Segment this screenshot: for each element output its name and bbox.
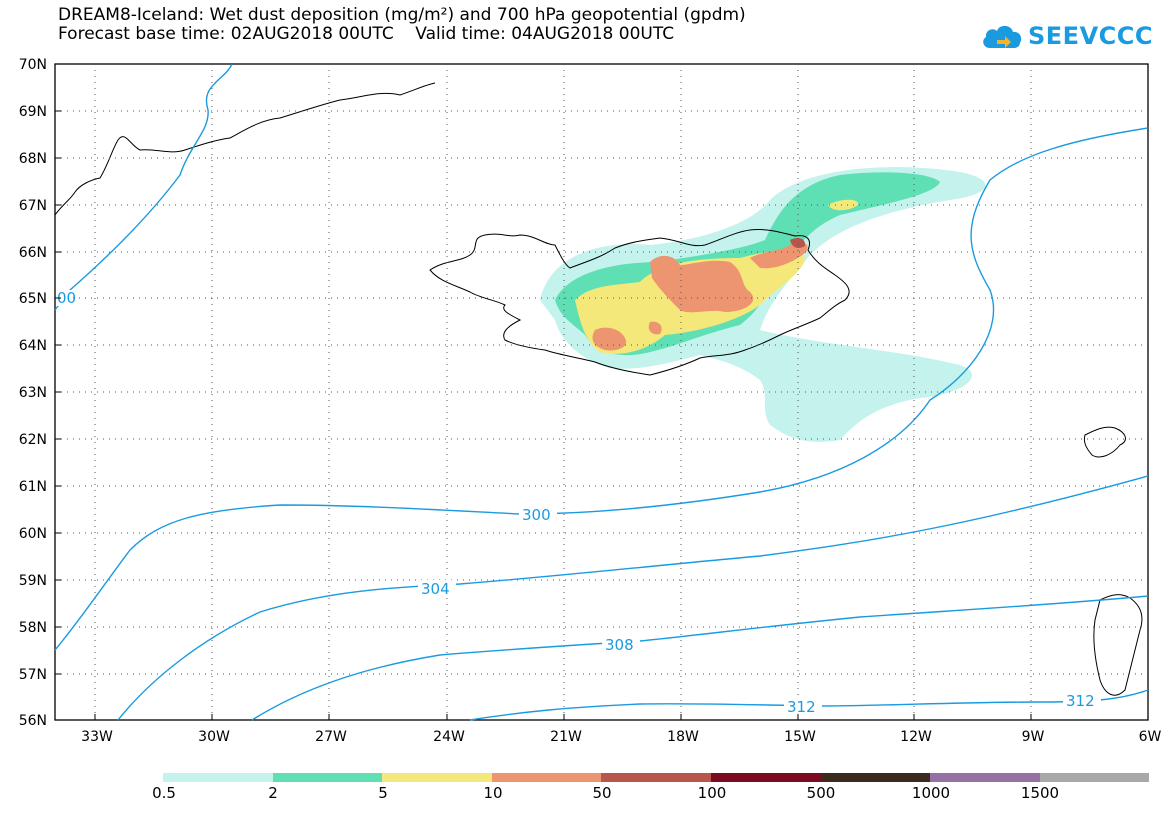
colorbar-label: 2 xyxy=(268,784,278,802)
colorbar-label: 100 xyxy=(697,784,727,802)
lat-label: 70N xyxy=(19,57,47,73)
ticks xyxy=(55,110,1032,720)
lat-label: 56N xyxy=(19,713,47,729)
graticule xyxy=(55,64,1148,720)
contour-label: 312 xyxy=(787,698,816,716)
lon-label: 18W xyxy=(667,729,699,745)
title-line-1: DREAM8-Iceland: Wet dust deposition (mg/… xyxy=(58,5,746,25)
coastlines xyxy=(54,82,1143,696)
colorbar-label: 500 xyxy=(806,784,836,802)
lon-label: 6W xyxy=(1139,729,1162,745)
colorbar-swatch xyxy=(272,773,383,782)
lon-label: 33W xyxy=(81,729,113,745)
colorbar-swatch xyxy=(1039,773,1150,782)
colorbar-swatch xyxy=(163,773,273,782)
colorbar-label: 1000 xyxy=(911,784,951,802)
colorbar-labels: 0.5 2 5 10 50 100 500 1000 1500 xyxy=(0,784,1175,804)
colorbar-swatch xyxy=(601,773,711,782)
lat-label: 63N xyxy=(19,385,47,401)
colorbar-swatch xyxy=(710,773,821,782)
lat-label: 58N xyxy=(19,620,47,636)
colorbar xyxy=(163,773,1150,782)
longitude-labels: 33W 30W 27W 24W 21W 18W 15W 12W 9W 6W xyxy=(81,729,1161,745)
colorbar-label: 10 xyxy=(483,784,503,802)
lat-label: 57N xyxy=(19,667,47,683)
lon-label: 12W xyxy=(900,729,932,745)
map-title: DREAM8-Iceland: Wet dust deposition (mg/… xyxy=(58,6,746,44)
cloud-arrow-icon xyxy=(983,25,1022,48)
title-line-2: Forecast base time: 02AUG2018 00UTC Vali… xyxy=(58,24,675,44)
colorbar-swatch xyxy=(930,773,1040,782)
lat-label: 60N xyxy=(19,526,47,542)
contour-label: 308 xyxy=(605,636,634,654)
contour-label: 00 xyxy=(57,289,76,307)
lat-label: 65N xyxy=(19,291,47,307)
logo-text: SEEVCCC xyxy=(1028,22,1153,50)
lon-label: 24W xyxy=(433,729,465,745)
lon-label: 21W xyxy=(550,729,582,745)
contour-labels: 00 300 304 308 312 312 xyxy=(56,289,1101,716)
lat-label: 68N xyxy=(19,151,47,167)
lon-label: 9W xyxy=(1022,729,1045,745)
lat-label: 64N xyxy=(19,338,47,354)
seevccc-logo: SEEVCCC xyxy=(980,16,1153,56)
colorbar-label: 50 xyxy=(592,784,612,802)
lat-label: 61N xyxy=(19,479,47,495)
colorbar-label: 5 xyxy=(378,784,388,802)
colorbar-label: 0.5 xyxy=(152,784,176,802)
contour-label: 312 xyxy=(1066,692,1095,710)
lat-label: 59N xyxy=(19,573,47,589)
contour-label: 300 xyxy=(522,506,551,524)
lat-label: 67N xyxy=(19,198,47,214)
lon-label: 30W xyxy=(198,729,230,745)
lon-label: 15W xyxy=(784,729,816,745)
lat-label: 66N xyxy=(19,245,47,261)
latitude-labels: 70N 69N 68N 67N 66N 65N 64N 63N 62N 61N … xyxy=(19,57,47,729)
lon-label: 27W xyxy=(315,729,347,745)
dust-shading xyxy=(540,167,986,442)
map-panel: 00 300 304 308 312 312 70N 69N 68N 67N 6… xyxy=(19,57,1162,745)
colorbar-swatch xyxy=(491,773,602,782)
contour-label: 304 xyxy=(421,580,450,598)
colorbar-swatch xyxy=(382,773,492,782)
colorbar-label: 1500 xyxy=(1020,784,1060,802)
colorbar-swatch xyxy=(820,773,931,782)
lat-label: 62N xyxy=(19,432,47,448)
lat-label: 69N xyxy=(19,104,47,120)
